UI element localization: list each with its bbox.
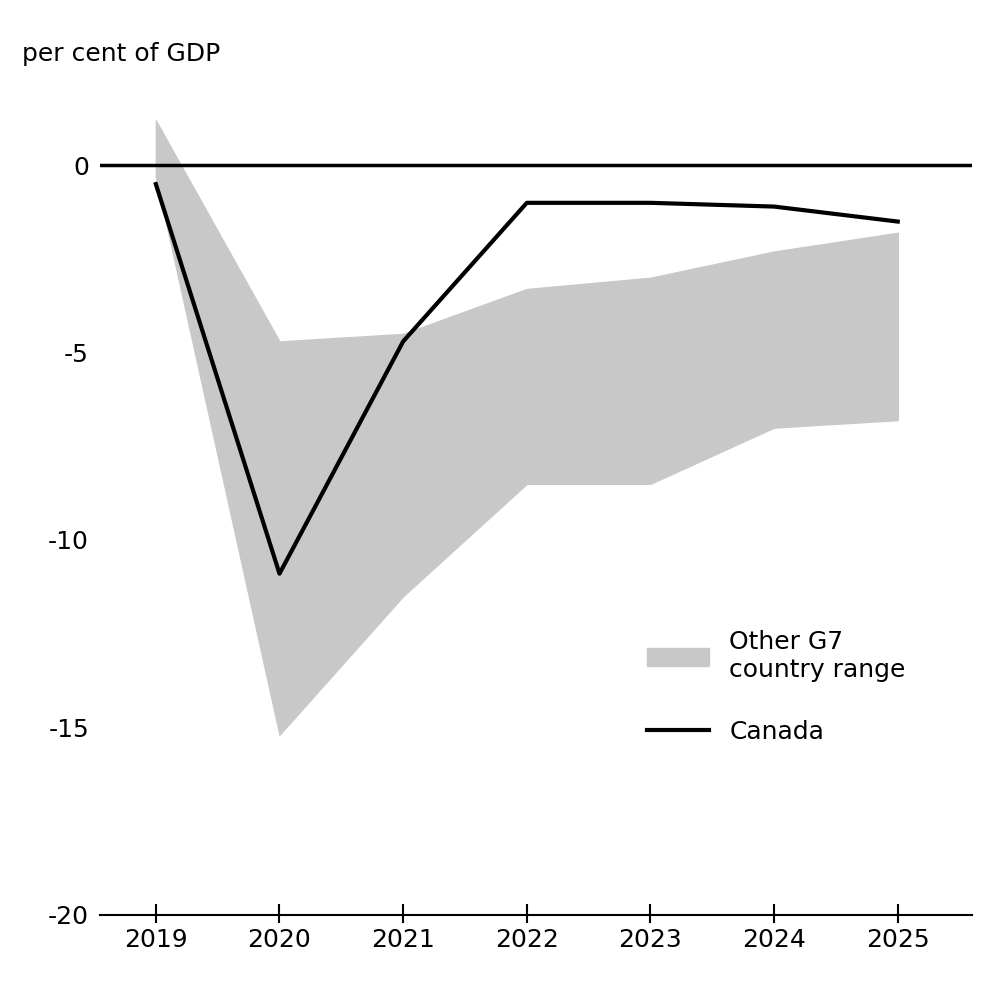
Text: per cent of GDP: per cent of GDP bbox=[22, 42, 220, 65]
Legend: Other G7
country range, Canada: Other G7 country range, Canada bbox=[637, 620, 916, 754]
